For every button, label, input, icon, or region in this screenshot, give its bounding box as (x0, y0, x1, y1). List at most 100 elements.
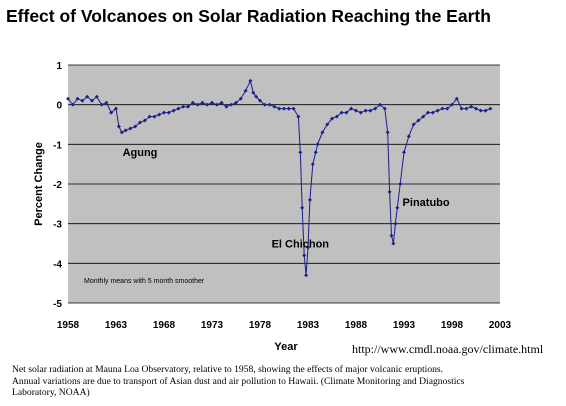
data-point (474, 106, 478, 111)
chart: 1 0 -1 -2 -3 -4 -5 1958 1963 1968 1973 1978 1983 1988… (33, 61, 512, 353)
data-point (104, 100, 109, 105)
x-tick-label: 1968 (153, 320, 176, 331)
data-point (99, 102, 104, 107)
data-point (142, 118, 147, 123)
data-point (176, 106, 181, 111)
annotation-label: Agung (123, 147, 158, 159)
annotation-label: Pinatubo (403, 197, 450, 209)
data-line (67, 79, 491, 276)
caption-line: Laboratory, NOAA) (12, 387, 90, 399)
x-tick-label: 1993 (393, 320, 416, 331)
data-point (291, 106, 296, 111)
chart-note: Monthly means with 5 month smoother (84, 278, 205, 285)
data-point (313, 150, 318, 155)
data-point (282, 106, 286, 111)
data-point (411, 122, 416, 127)
y-axis-label: Percent Change (33, 142, 45, 226)
data-point (248, 78, 253, 83)
data-point (464, 106, 469, 111)
data-point (90, 98, 94, 103)
data-point (358, 110, 363, 115)
data-point (254, 94, 259, 99)
data-point (75, 96, 80, 101)
x-tick-label: 1988 (345, 320, 368, 331)
data-point (119, 130, 124, 135)
data-point (330, 116, 334, 121)
data-point (389, 233, 394, 238)
data-point (133, 124, 138, 129)
x-tick-label: 1983 (297, 320, 320, 331)
data-point (166, 110, 171, 115)
data-point (349, 106, 354, 111)
data-point (200, 100, 205, 105)
x-tick-label: 1973 (201, 320, 224, 331)
data-point (152, 114, 157, 119)
data-point (363, 108, 368, 113)
data-point (186, 104, 190, 109)
x-tick-label: 1998 (441, 320, 464, 331)
data-point (302, 253, 307, 258)
data-point (398, 182, 403, 186)
gridlines (68, 64, 500, 304)
data-point (114, 106, 118, 111)
source-url: http://www.cmdl.noaa.gov/climate.html (352, 342, 544, 356)
data-point (66, 96, 70, 101)
x-tick-label: 2003 (489, 320, 512, 331)
data-point (478, 108, 483, 113)
data-point (354, 108, 358, 113)
data-point (298, 150, 303, 155)
data-point (70, 102, 75, 107)
data-points (66, 78, 493, 278)
data-point (162, 110, 166, 115)
data-point (344, 110, 349, 115)
y-tick-label: 1 (56, 61, 62, 72)
y-tick-label: -1 (53, 140, 62, 151)
caption-line: Annual variations are due to transport o… (12, 375, 465, 387)
data-point (334, 114, 339, 119)
data-point (296, 114, 301, 119)
data-point (416, 118, 421, 123)
data-point (147, 114, 152, 119)
data-point (395, 205, 400, 210)
data-point (469, 104, 474, 109)
data-point (488, 106, 493, 111)
tick-labels: 1 0 -1 -2 -3 -4 -5 1958 1963 1968 1973 1978 1983 1988… (53, 61, 511, 331)
data-point (440, 106, 445, 111)
data-point (483, 108, 488, 113)
data-point (234, 100, 238, 105)
data-point (300, 205, 305, 210)
data-point (304, 273, 309, 278)
data-point (109, 110, 114, 115)
caption: Net solar radiation at Mauna Loa Observa… (12, 364, 560, 399)
x-tick-label: 1963 (105, 320, 128, 331)
data-point (251, 90, 256, 95)
y-tick-label: -4 (53, 259, 62, 270)
data-point (445, 106, 450, 111)
y-tick-label: -3 (53, 220, 62, 231)
data-point (157, 112, 162, 117)
data-point (339, 110, 344, 115)
x-axis-label: Year (274, 341, 298, 353)
data-point (430, 110, 435, 115)
data-point (368, 108, 373, 113)
data-point (224, 104, 229, 109)
annotation-label: El Chichon (272, 238, 330, 250)
data-point (229, 102, 234, 107)
caption-line: Net solar radiation at Mauna Loa Observa… (12, 364, 444, 375)
data-point (325, 122, 330, 127)
annotations: Agung El Chichon Pinatubo (123, 147, 450, 250)
y-tick-label: -5 (53, 299, 62, 310)
data-point (138, 120, 142, 125)
data-point (277, 106, 282, 111)
y-tick-label: 0 (56, 101, 62, 112)
data-point (94, 94, 99, 99)
x-tick-label: 1958 (57, 320, 80, 331)
data-point (459, 106, 464, 111)
data-point (315, 142, 320, 147)
data-point (205, 102, 210, 107)
data-point (243, 88, 248, 93)
data-point (171, 108, 176, 113)
data-point (421, 114, 426, 119)
data-point (402, 150, 406, 155)
data-point (385, 130, 390, 135)
